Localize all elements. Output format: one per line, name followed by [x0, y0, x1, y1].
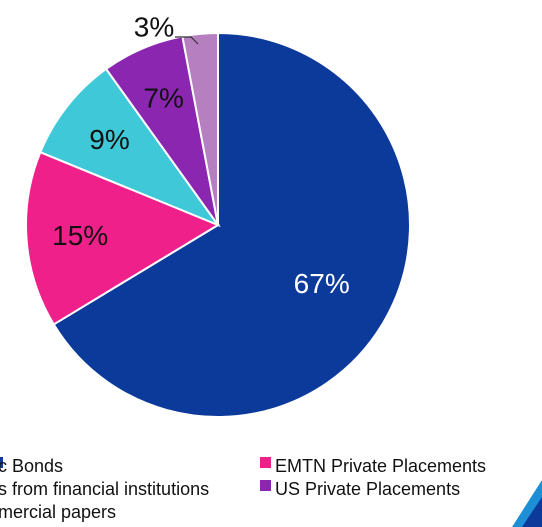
- pie-slice-emtn-private-placements: [25, 150, 221, 326]
- legend-swatch-public-bonds: [0, 457, 3, 468]
- slice-label-us-private-placements: 7%: [143, 82, 183, 113]
- corner-logo-graphic: [512, 480, 542, 527]
- legend-label-public-bonds: c Bonds: [0, 456, 63, 476]
- legend-swatch-emtn-private-placements: [260, 457, 271, 468]
- pie-slices: [25, 31, 411, 418]
- legend-label-loans: s from financial institutions: [0, 479, 209, 499]
- slice-label-loans: 9%: [89, 124, 129, 155]
- legend-label-commercial-papers: mercial papers: [0, 502, 116, 522]
- pie-slice-labels: 67% 15% 9% 7% 3%: [52, 12, 350, 299]
- pie-slice-commercial-papers: [181, 31, 219, 226]
- label-leader-line: [175, 36, 199, 45]
- pie-slice-public-bonds: [52, 31, 411, 418]
- slice-label-public-bonds: 67%: [294, 268, 350, 299]
- slice-label-emtn-private-placements: 15%: [52, 220, 108, 251]
- legend: c Bonds EMTN Private Placements s from f…: [0, 456, 486, 522]
- pie-slice-loans: [39, 67, 221, 228]
- legend-swatch-us-private-placements: [260, 480, 271, 491]
- legend-label-emtn-private-placements: EMTN Private Placements: [275, 456, 486, 476]
- legend-label-us-private-placements: US Private Placements: [275, 479, 460, 499]
- slice-label-commercial-papers: 3%: [134, 12, 174, 43]
